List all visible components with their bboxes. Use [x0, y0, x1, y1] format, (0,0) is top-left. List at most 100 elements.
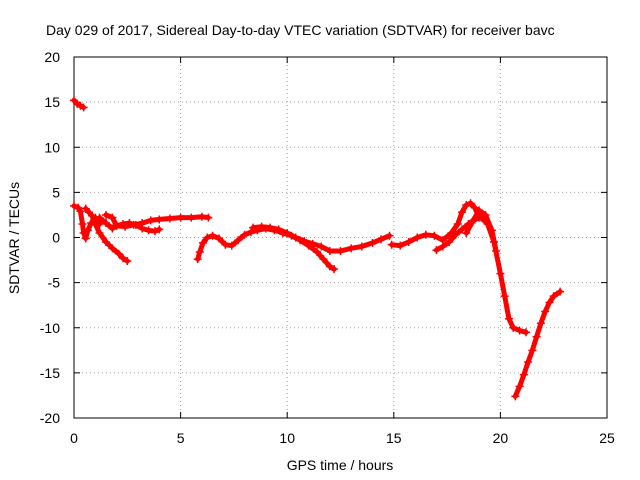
data-point	[308, 239, 317, 248]
data-point	[155, 225, 164, 234]
data-point	[203, 233, 212, 242]
data-point	[144, 226, 153, 235]
data-point	[95, 213, 104, 222]
y-tick-label: 0	[52, 230, 60, 246]
series-line	[195, 226, 337, 272]
data-point	[477, 213, 486, 222]
data-point	[108, 213, 117, 222]
data-point	[240, 230, 249, 239]
data-point	[95, 228, 104, 237]
data-point	[274, 225, 283, 234]
data-point	[79, 103, 88, 112]
y-tick-label: -15	[40, 365, 60, 381]
data-point	[79, 228, 88, 237]
x-tick-label: 10	[279, 430, 295, 446]
data-point	[509, 323, 518, 332]
data-point	[195, 247, 204, 256]
data-point	[317, 242, 326, 251]
series-seg7	[249, 222, 394, 256]
data-point	[545, 298, 554, 307]
data-point	[112, 221, 121, 230]
series-line	[433, 215, 529, 335]
data-point	[496, 269, 505, 278]
data-point	[319, 255, 328, 264]
data-point	[81, 234, 90, 243]
data-point	[197, 212, 206, 221]
data-point	[521, 328, 530, 337]
data-point	[481, 210, 490, 219]
data-point	[300, 237, 309, 246]
data-point	[83, 226, 92, 235]
data-point	[249, 223, 258, 232]
data-point	[291, 233, 300, 242]
y-tick-label: -10	[40, 320, 60, 336]
data-point	[165, 214, 174, 223]
data-point	[470, 203, 479, 212]
data-point	[78, 219, 87, 228]
data-point	[91, 219, 100, 228]
y-axis-label: SDTVAR / TECUs	[6, 182, 22, 294]
data-point	[76, 207, 85, 216]
data-point	[492, 247, 501, 256]
y-tick-label: 5	[52, 184, 60, 200]
x-tick-label: 20	[493, 430, 509, 446]
data-point	[151, 227, 160, 236]
data-point	[445, 238, 454, 247]
series-seg10	[462, 206, 501, 256]
chart-title: Day 029 of 2017, Sidereal Day-to-day VTE…	[46, 22, 555, 38]
data-point	[108, 224, 117, 233]
series-seg5	[101, 210, 213, 231]
series-line	[250, 224, 392, 254]
data-point	[462, 228, 471, 237]
x-tick-labels: 0 5 10 15 20 25	[70, 430, 615, 446]
data-point	[138, 219, 147, 228]
data-point	[325, 247, 334, 256]
data-point	[129, 220, 138, 229]
data-point	[500, 292, 509, 301]
y-tick-label: -5	[48, 275, 61, 291]
x-axis-label: GPS time / hours	[287, 457, 394, 473]
data-point	[283, 228, 292, 237]
data-point	[193, 255, 202, 264]
data-point	[413, 233, 422, 242]
data-point	[404, 238, 413, 247]
series-layer	[70, 96, 565, 401]
data-point	[227, 241, 236, 250]
data-point	[515, 326, 524, 335]
data-point	[387, 240, 396, 249]
data-point	[515, 382, 524, 391]
data-point	[532, 332, 541, 341]
data-point	[187, 213, 196, 222]
data-point	[549, 292, 558, 301]
data-point	[123, 256, 132, 265]
data-point	[528, 346, 537, 355]
series-seg3	[81, 204, 132, 265]
data-point	[198, 238, 207, 247]
data-point	[368, 238, 377, 247]
series-seg11	[511, 287, 565, 401]
data-point	[246, 228, 255, 237]
data-point	[347, 244, 356, 253]
data-point	[432, 246, 441, 255]
data-point	[221, 240, 230, 249]
data-point	[146, 216, 155, 225]
data-point	[119, 254, 128, 263]
data-point	[204, 213, 213, 222]
data-point	[451, 230, 460, 239]
series-line	[83, 206, 130, 264]
data-point	[377, 235, 386, 244]
y-tick-label: 20	[44, 49, 60, 65]
data-point	[101, 238, 110, 247]
data-point	[234, 236, 243, 245]
data-point	[453, 219, 462, 228]
data-point	[101, 210, 110, 219]
data-point	[504, 314, 513, 323]
series-seg1	[70, 96, 88, 112]
data-point	[257, 222, 266, 231]
data-point	[396, 241, 405, 250]
data-point	[487, 226, 496, 235]
data-point	[468, 217, 477, 226]
data-point	[519, 370, 528, 379]
